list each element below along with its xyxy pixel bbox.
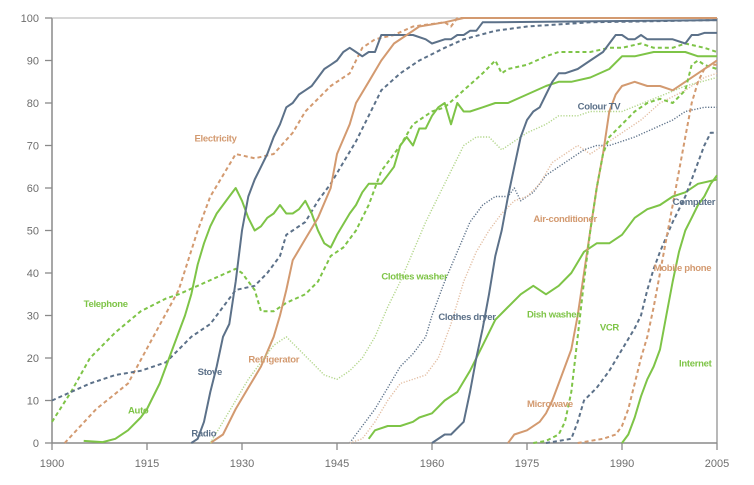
series-line-vcr xyxy=(533,59,718,444)
series-label-auto: Auto xyxy=(128,405,149,416)
y-tick-label: 60 xyxy=(27,183,39,195)
y-tick-label: 20 xyxy=(27,353,39,365)
series-line-clothes-dryer xyxy=(349,106,717,444)
series-label-telephone: Telephone xyxy=(84,299,128,310)
series-label-vcr: VCR xyxy=(600,322,620,333)
x-tick-label: 1915 xyxy=(135,458,159,470)
series-label-refrigerator: Refrigerator xyxy=(248,354,299,365)
series-label-clothes-washer: Clothes washer xyxy=(381,271,448,282)
series-label-internet: Internet xyxy=(679,359,713,370)
series-line-electricity xyxy=(63,17,717,444)
series-label-stove: Stove xyxy=(198,367,222,378)
series-line-microwave xyxy=(507,59,718,444)
series-label-colour-tv: Colour TV xyxy=(578,101,622,112)
series-label-microwave: Microwave xyxy=(527,399,573,410)
series-line-auto xyxy=(83,51,717,444)
x-tick-label: 1900 xyxy=(40,458,64,470)
series-label-clothes-dryer: Clothes dryer xyxy=(438,312,496,323)
series-label-radio: Radio xyxy=(191,429,216,440)
series-line-internet xyxy=(621,174,718,444)
y-tick-label: 30 xyxy=(27,311,39,323)
series-label-electricity: Electricity xyxy=(195,133,238,144)
y-tick-label: 90 xyxy=(27,56,39,68)
series-labels: Electricity Telephone Stove Auto Radio Refrig… xyxy=(84,101,716,439)
series-line-telephone xyxy=(51,42,718,423)
series-line-stove xyxy=(51,19,718,402)
series-line-radio xyxy=(190,19,718,444)
series-label-dish-washer: Dish washer xyxy=(527,310,580,321)
y-tick-label: 40 xyxy=(27,268,39,280)
series-label-mobile-phone: Mobile phone xyxy=(654,263,712,274)
series-line-refrigerator xyxy=(209,17,717,444)
x-tick-label: 1960 xyxy=(420,458,444,470)
x-tick-label: 1930 xyxy=(230,458,254,470)
x-tick-label: 1990 xyxy=(610,458,634,470)
y-tick-label: 70 xyxy=(27,141,39,153)
series-line-colour-tv xyxy=(431,31,717,444)
series-group xyxy=(51,17,718,444)
x-tick-label: 1975 xyxy=(515,458,539,470)
y-tick-label: 0 xyxy=(33,438,39,450)
x-tick-label: 1945 xyxy=(325,458,349,470)
series-line-dish-washer xyxy=(367,178,718,440)
y-tick-label: 10 xyxy=(27,396,39,408)
y-tick-label: 80 xyxy=(27,98,39,110)
series-line-clothes-washer xyxy=(209,76,718,444)
y-tick-label: 100 xyxy=(21,13,39,25)
axes: 0 10 20 30 40 50 60 70 80 90 100 1900 1915 1930 1945 19… xyxy=(21,13,730,470)
series-line-mobile-phone xyxy=(577,63,717,444)
series-label-computer: Computer xyxy=(673,197,716,208)
series-line-computer xyxy=(545,131,717,444)
series-line-air-conditioner xyxy=(349,72,718,444)
series-label-air-conditioner: Air-conditioner xyxy=(533,214,597,225)
x-tick-label: 2005 xyxy=(705,458,729,470)
y-tick-label: 50 xyxy=(27,226,39,238)
